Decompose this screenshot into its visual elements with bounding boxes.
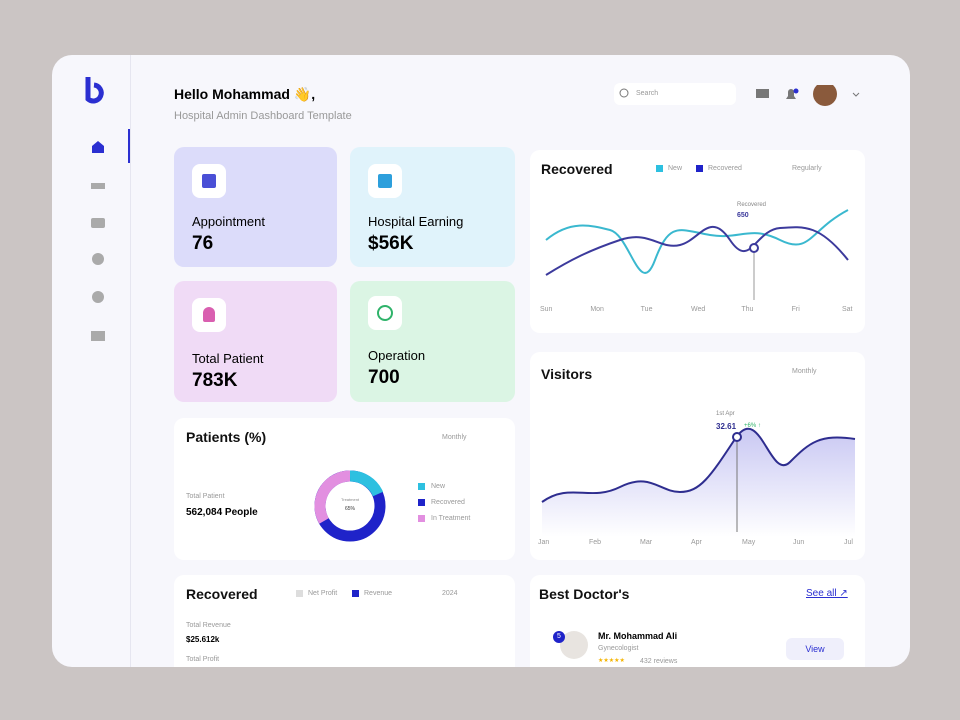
x-label: Jun <box>793 539 805 546</box>
doctor-reviews: 432 reviews <box>640 658 678 665</box>
rank-badge: 5 <box>553 631 565 643</box>
tooltip-value: 650 <box>737 212 749 219</box>
x-label: Sun <box>540 306 553 313</box>
tooltip-label: Recovered <box>737 202 767 208</box>
total-value: 562,084 People <box>186 507 258 518</box>
search-icon <box>619 88 629 98</box>
subtitle: Hospital Admin Dashboard Template <box>174 110 352 122</box>
donut-value: 65% <box>345 506 356 512</box>
view-button[interactable]: View <box>786 638 844 660</box>
card-label: Total Patient <box>192 351 264 366</box>
revenue-label: Total Revenue <box>186 622 231 629</box>
header-icons[interactable] <box>754 85 864 111</box>
legend-swatch <box>352 590 359 597</box>
legend-swatch <box>696 165 703 172</box>
stat-card[interactable]: Total Patient 783K <box>174 281 337 402</box>
donut-label: Treatment <box>341 497 360 502</box>
patients-panel: Patients (%) Monthly Total Patient 562,0… <box>174 418 515 560</box>
tooltip-date: 1st Apr <box>716 411 735 417</box>
area-chart <box>541 428 856 537</box>
legend-label: Net Profit <box>308 590 338 597</box>
rating-stars: ★★★★★ <box>598 658 625 664</box>
x-label: Jul <box>844 539 853 546</box>
x-label: Fri <box>791 306 800 313</box>
year-select[interactable]: 2024 <box>442 590 458 597</box>
stat-card[interactable]: Appointment 76 <box>174 147 337 267</box>
x-label: Tue <box>640 306 653 313</box>
card-value: 700 <box>368 367 400 388</box>
x-label: Thu <box>741 306 754 313</box>
legend-label: Recovered <box>708 165 742 172</box>
visitors-panel: Visitors Monthly 1st Apr 32.61 +6% ↑ Jan… <box>530 352 865 560</box>
legend-label: Revenue <box>364 590 393 597</box>
tooltip-change: +6% ↑ <box>744 423 761 429</box>
nav-icons[interactable] <box>90 139 106 439</box>
logo[interactable] <box>84 75 110 105</box>
x-label: Wed <box>691 306 706 313</box>
legend-swatch <box>418 499 425 506</box>
search-box[interactable]: Search <box>614 83 736 105</box>
card-label: Hospital Earning <box>368 214 464 229</box>
legend-swatch <box>418 515 425 522</box>
profit-label: Total Profit <box>186 656 220 663</box>
legend-swatch <box>296 590 303 597</box>
greeting: Hello Mohammad 👋, <box>174 86 316 102</box>
revenue-panel: Recovered Net Profit Revenue 2024 Total … <box>174 575 515 667</box>
x-label: Sat <box>842 306 853 313</box>
legend-label: Recovered <box>431 499 465 506</box>
card-icon <box>368 296 402 330</box>
period-select[interactable]: Monthly <box>442 434 467 441</box>
revenue-value: $25.612k <box>186 635 220 644</box>
total-label: Total Patient <box>186 493 225 500</box>
donut: Treatment 65% <box>314 470 386 542</box>
sidebar <box>52 55 131 667</box>
x-label: Jan <box>538 539 550 546</box>
card-label: Operation <box>368 348 426 363</box>
x-label: May <box>742 539 756 546</box>
panel-title: Best Doctor's <box>539 586 630 602</box>
x-label: Apr <box>691 539 702 546</box>
legend-swatch <box>418 483 425 490</box>
card-icon <box>192 298 226 332</box>
search-placeholder: Search <box>636 90 659 97</box>
panel-title: Visitors <box>541 366 593 382</box>
line-chart <box>545 209 849 300</box>
card-icon <box>368 164 402 198</box>
panel-title: Recovered <box>186 586 258 602</box>
legend-label: New <box>431 483 446 490</box>
x-label: Mon <box>590 306 604 313</box>
stat-card[interactable]: Operation 700 <box>350 281 515 402</box>
panel-title: Recovered <box>541 161 613 177</box>
x-label: Feb <box>589 539 602 546</box>
dashboard: Hello Mohammad 👋, Hospital Admin Dashboa… <box>52 55 910 667</box>
see-all-link[interactable]: See all ↗ <box>806 588 848 599</box>
card-icon <box>192 164 226 198</box>
doctor-name: Mr. Mohammad Ali <box>598 631 678 641</box>
legend-swatch <box>656 165 663 172</box>
stat-card[interactable]: Hospital Earning $56K <box>350 147 515 267</box>
period-select[interactable]: Monthly <box>792 368 817 375</box>
card-value: $56K <box>368 233 414 254</box>
x-label: Mar <box>640 539 653 546</box>
doctor-specialty: Gynecologist <box>598 645 639 652</box>
tooltip-value: 32.61 <box>716 422 737 431</box>
card-value: 783K <box>192 370 238 391</box>
card-value: 76 <box>192 233 214 254</box>
period-select[interactable]: Regularly <box>792 165 822 172</box>
doctors-panel: Best Doctor's See all ↗ 5 Mr. Mohammad A… <box>530 575 865 667</box>
legend-label: New <box>668 165 683 172</box>
panel-title: Patients (%) <box>186 429 267 445</box>
recovered-panel: Recovered New Recovered Regularly Recove… <box>530 150 865 333</box>
card-label: Appointment <box>192 214 265 229</box>
legend-label: In Treatment <box>431 515 471 522</box>
active-indicator <box>128 129 130 163</box>
